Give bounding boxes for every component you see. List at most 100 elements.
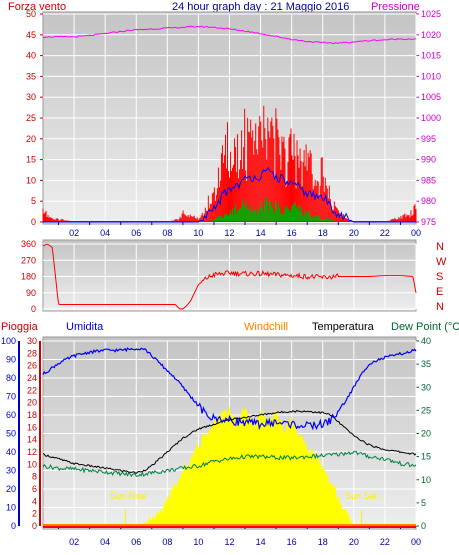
windchill-legend: Windchill: [244, 321, 288, 333]
temperature-tick-label: 15: [421, 452, 431, 462]
rain-tick-label: 28: [27, 348, 37, 358]
humidity-tick-label: 70: [6, 392, 16, 402]
x-tick-label: 10: [193, 228, 203, 238]
temperature-tick-label: 0: [421, 521, 426, 531]
pressure-tick-label: 995: [421, 134, 436, 144]
x-tick-label: 02: [69, 537, 79, 547]
humidity-tick-label: 0: [11, 521, 16, 531]
humidity-tick-label: 90: [6, 355, 16, 365]
compass-letter: E: [436, 286, 443, 298]
x-tick-label: 14: [256, 228, 266, 238]
x-tick-label: 06: [131, 228, 141, 238]
humidity-tick-label: 80: [6, 373, 16, 383]
pressure-tick-label: 1010: [421, 71, 441, 81]
average-wind-line: [43, 166, 416, 223]
rain-tick-label: 24: [27, 373, 37, 383]
rain-tick-label: 14: [27, 435, 37, 445]
rain-tick-label: 12: [27, 447, 37, 457]
x-tick-label: 20: [349, 228, 359, 238]
rain-tick-label: 6: [32, 484, 37, 494]
x-tick-label: 16: [287, 228, 297, 238]
wind-tick-label: 35: [26, 71, 36, 81]
x-tick-label: 04: [100, 228, 110, 238]
compass-letter: N: [436, 301, 444, 313]
pressure-tick-label: 1025: [421, 9, 441, 19]
temperature-legend: Temperatura: [312, 321, 375, 333]
humidity-tick-label: 10: [6, 503, 16, 513]
wind-tick-label: 50: [26, 9, 36, 19]
rain-tick-label: 22: [27, 385, 37, 395]
temperature-tick-label: 20: [421, 429, 431, 439]
x-tick-label: 00: [411, 537, 421, 547]
dewpoint-line: [42, 450, 417, 478]
wind-pressure-chart: 0510152025303540455097598098599099510001…: [26, 9, 441, 238]
x-tick-label: 00: [411, 228, 421, 238]
pressure-tick-label: 1020: [421, 30, 441, 40]
x-tick-label: 08: [162, 537, 172, 547]
direction-tick-label: 90: [26, 288, 36, 298]
temperature-line: [42, 410, 417, 474]
x-tick-label: 16: [287, 537, 297, 547]
sunrise-label: Sun Rise: [110, 491, 147, 501]
wind-tick-label: 20: [26, 134, 36, 144]
temperature-tick-label: 10: [421, 475, 431, 485]
rain-tick-label: 2: [32, 509, 37, 519]
x-tick-label: 12: [224, 228, 234, 238]
rain-tick-label: 30: [27, 336, 37, 346]
humidity-tick-label: 40: [6, 447, 16, 457]
wind-direction-line: [42, 243, 417, 310]
x-tick-label: 18: [318, 537, 328, 547]
x-tick-label: 10: [193, 537, 203, 547]
rain-tick-label: 4: [32, 496, 37, 506]
x-tick-label: 08: [162, 228, 172, 238]
pressure-tick-label: 1015: [421, 51, 441, 61]
rain-tick-label: 0: [32, 521, 37, 531]
compass-letter: N: [436, 241, 444, 253]
pressure-tick-label: 985: [421, 175, 436, 185]
solar-area: [43, 405, 416, 526]
direction-tick-label: 270: [21, 255, 36, 265]
x-tick-label: 06: [131, 537, 141, 547]
pressure-tick-label: 1005: [421, 92, 441, 102]
humidity-tick-label: 60: [6, 410, 16, 420]
temperature-tick-label: 5: [421, 498, 426, 508]
humidity-line: [42, 347, 417, 431]
wind-tick-label: 10: [26, 175, 36, 185]
rain-tick-label: 10: [27, 459, 37, 469]
x-tick-label: 22: [380, 537, 390, 547]
x-tick-label: 04: [100, 537, 110, 547]
pressure-tick-label: 975: [421, 217, 436, 227]
temperature-tick-label: 25: [421, 405, 431, 415]
rain-tick-label: 18: [27, 410, 37, 420]
direction-tick-label: 180: [21, 272, 36, 282]
direction-tick-label: 360: [21, 239, 36, 249]
wind-tick-label: 40: [26, 51, 36, 61]
x-tick-label: 22: [380, 228, 390, 238]
wind-tick-label: 25: [26, 113, 36, 123]
pressure-tick-label: 980: [421, 196, 436, 206]
sunset-label: Sun Set: [345, 491, 378, 501]
pressure-tick-label: 1000: [421, 113, 441, 123]
humidity-tick-label: 100: [1, 336, 16, 346]
dewpoint-legend: Dew Point (°C: [391, 321, 459, 333]
compass-letter: S: [436, 271, 443, 283]
rain-axis-title: Pioggia: [1, 321, 39, 333]
wind-tick-label: 15: [26, 155, 36, 165]
x-tick-label: 20: [349, 537, 359, 547]
x-tick-label: 14: [256, 537, 266, 547]
compass-letter: W: [436, 256, 447, 268]
wind-tick-label: 45: [26, 30, 36, 40]
pressure-line: [42, 25, 417, 45]
temperature-tick-label: 30: [421, 382, 431, 392]
pressure-tick-label: 990: [421, 155, 436, 165]
temperature-humidity-chart: 0102030405060708090100024681012141618202…: [1, 336, 431, 547]
wind-tick-label: 30: [26, 92, 36, 102]
rain-tick-label: 16: [27, 422, 37, 432]
humidity-axis-title: Umidita: [66, 321, 104, 333]
rain-tick-label: 20: [27, 398, 37, 408]
humidity-tick-label: 30: [6, 466, 16, 476]
rain-tick-label: 8: [32, 472, 37, 482]
wind-axis-title: Forza vento: [8, 1, 66, 13]
